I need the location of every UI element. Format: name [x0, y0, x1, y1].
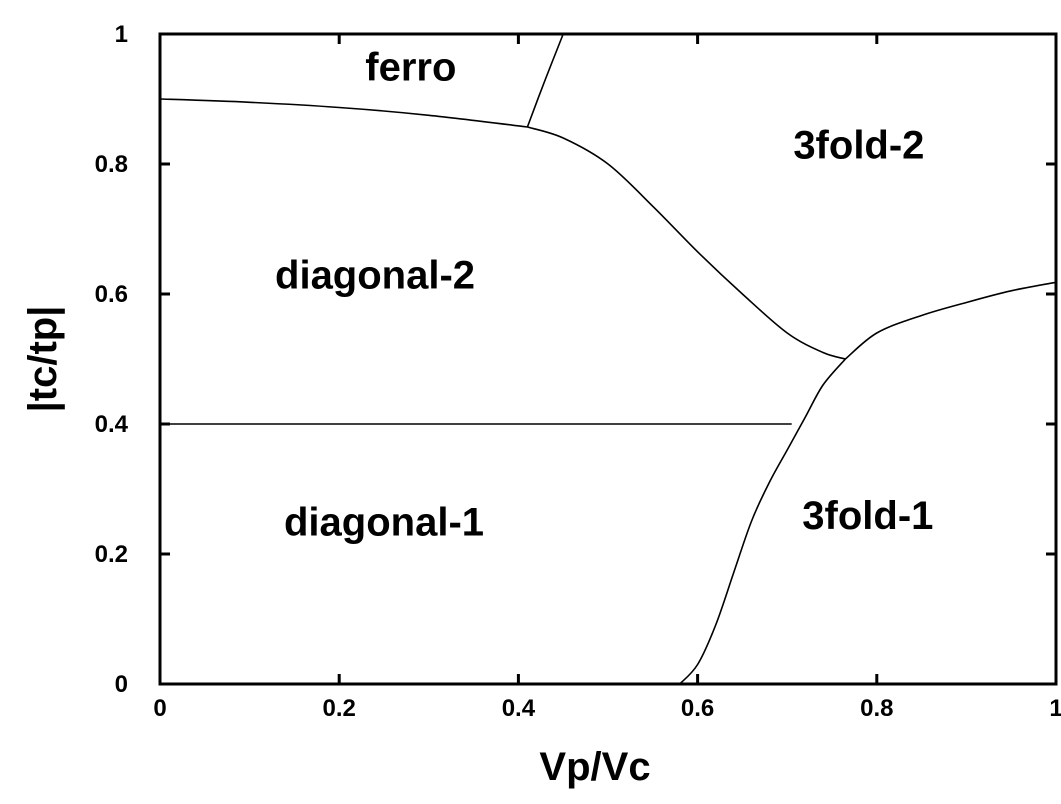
x-tick-label: 0.8	[860, 695, 893, 722]
phase-boundary-line	[844, 281, 1057, 360]
y-tick-label: 1	[115, 21, 128, 48]
region-labels: ferro 3fold-2 diagonal-2 diagonal-1 3fold-1	[275, 46, 933, 545]
x-axis-title: Vp/Vc	[539, 745, 650, 789]
x-tick-label: 0.4	[502, 695, 536, 722]
region-label: ferro	[365, 46, 456, 90]
phase-boundary-line	[527, 126, 846, 360]
region-label: 3fold-1	[802, 494, 933, 538]
x-tick-label: 0	[153, 695, 166, 722]
y-tick-label: 0.8	[95, 151, 128, 178]
y-tick-label: 0.2	[95, 541, 128, 568]
region-label: diagonal-2	[275, 254, 475, 298]
axis-ticks	[160, 34, 1056, 684]
y-tick-label: 0	[115, 671, 128, 698]
phase-boundary-line	[159, 98, 528, 128]
y-tick-label: 0.4	[95, 411, 129, 438]
y-tick-label: 0.6	[95, 281, 128, 308]
x-tick-label: 1	[1049, 695, 1061, 722]
plot-frame	[158, 32, 1058, 686]
phase-boundaries	[159, 33, 1057, 685]
y-axis-title: |tc/tp|	[21, 306, 65, 413]
x-tick-label: 0.6	[681, 695, 714, 722]
region-label: 3fold-2	[793, 124, 924, 168]
x-tick-labels: 0 0.2 0.4 0.6 0.8 1	[153, 695, 1061, 722]
y-tick-labels: 0 0.2 0.4 0.6 0.8 1	[95, 21, 129, 698]
phase-boundary-line	[679, 358, 847, 685]
x-tick-label: 0.2	[323, 695, 356, 722]
region-label: diagonal-1	[284, 501, 484, 545]
phase-boundary-line	[526, 33, 564, 128]
